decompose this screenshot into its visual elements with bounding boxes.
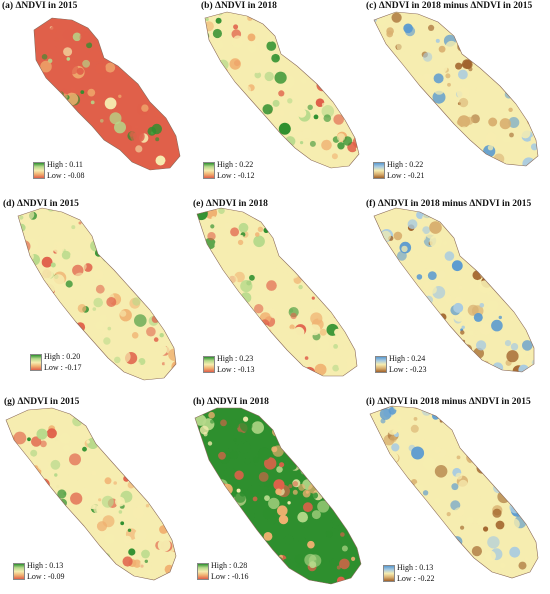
panel-title: (f) ΔNDVI in 2018 minus ΔNDVI in 2015 bbox=[366, 199, 532, 209]
panel-title: (g) ΔNDVI in 2015 bbox=[4, 397, 80, 407]
legend-high: High : 0.13 bbox=[27, 561, 64, 570]
map-texture bbox=[34, 18, 180, 170]
map-b bbox=[204, 11, 360, 169]
map-f bbox=[373, 207, 535, 373]
map-d bbox=[17, 207, 177, 381]
legend-low: Low : -0.09 bbox=[27, 572, 65, 581]
panel-title: (i) ΔNDVI in 2018 minus ΔNDVI in 2015 bbox=[366, 397, 531, 407]
legend-color-bar bbox=[30, 354, 42, 371]
panel-b: (b) ΔNDVI in 2018 High : 0.22 Low : -0.1… bbox=[183, 0, 366, 198]
panel-title: (b) ΔNDVI in 2018 bbox=[201, 1, 277, 11]
region-boundary bbox=[204, 11, 360, 169]
region-boundary bbox=[17, 207, 177, 381]
panel-e: (e) ΔNDVI in 2018 High : 0.23 Low : -0.1… bbox=[183, 198, 366, 396]
panel-title: (a) ΔNDVI in 2015 bbox=[2, 1, 78, 11]
legend-high: High : 0.24 bbox=[389, 354, 426, 363]
panel-g: (g) ΔNDVI in 2015 High : 0.13 Low : -0.0… bbox=[0, 396, 183, 594]
panel-a: (a) ΔNDVI in 2015 High : 0.11 Low : -0.0… bbox=[0, 0, 183, 198]
legend-color-bar bbox=[383, 565, 395, 582]
legend-low: Low : -0.16 bbox=[211, 572, 249, 581]
panel-c: (c) ΔNDVI in 2018 minus ΔNDVI in 2015 Hi… bbox=[366, 0, 549, 198]
map-a bbox=[33, 17, 181, 171]
panel-d: (d) ΔNDVI in 2015 High : 0.20 Low : -0.1… bbox=[0, 198, 183, 396]
region-boundary bbox=[5, 407, 177, 581]
legend-low: Low : -0.12 bbox=[217, 171, 255, 180]
legend-high: High : 0.28 bbox=[211, 561, 248, 570]
legend-color-bar bbox=[197, 563, 209, 580]
legend-color-bar bbox=[375, 356, 387, 373]
panel-i: (i) ΔNDVI in 2018 minus ΔNDVI in 2015 Hi… bbox=[366, 396, 549, 594]
map-g bbox=[5, 407, 177, 581]
map-texture bbox=[18, 208, 176, 380]
legend-high: High : 0.11 bbox=[47, 160, 83, 169]
map-c bbox=[373, 11, 539, 167]
legend-high: High : 0.22 bbox=[387, 160, 424, 169]
legend-color-bar bbox=[13, 563, 25, 580]
map-e bbox=[196, 207, 358, 377]
region-boundary bbox=[194, 407, 362, 585]
legend-low: Low : -0.08 bbox=[47, 171, 85, 180]
panel-title: (c) ΔNDVI in 2018 minus ΔNDVI in 2015 bbox=[366, 1, 533, 11]
legend-color-bar bbox=[373, 162, 385, 179]
region-boundary bbox=[196, 207, 358, 377]
legend-color-bar bbox=[33, 162, 45, 179]
legend-color-bar bbox=[203, 162, 215, 179]
legend-high: High : 0.23 bbox=[217, 354, 254, 363]
panel-h: (h) ΔNDVI in 2018 High : 0.28 Low : -0.1… bbox=[183, 396, 366, 594]
panel-f: (f) ΔNDVI in 2018 minus ΔNDVI in 2015 Hi… bbox=[366, 198, 549, 396]
map-i bbox=[369, 405, 539, 579]
legend-high: High : 0.13 bbox=[397, 563, 434, 572]
legend-low: Low : -0.21 bbox=[387, 171, 425, 180]
region-boundary bbox=[373, 11, 539, 167]
legend-low: Low : -0.13 bbox=[217, 365, 255, 374]
panel-title: (h) ΔNDVI in 2018 bbox=[193, 397, 269, 407]
region-boundary bbox=[369, 405, 539, 579]
region-boundary bbox=[373, 207, 535, 373]
legend-low: Low : -0.22 bbox=[397, 574, 435, 583]
legend-low: Low : -0.23 bbox=[389, 365, 427, 374]
map-h bbox=[194, 407, 362, 585]
legend-color-bar bbox=[203, 356, 215, 373]
legend-high: High : 0.22 bbox=[217, 160, 254, 169]
legend-high: High : 0.20 bbox=[44, 352, 81, 361]
panel-title: (d) ΔNDVI in 2015 bbox=[3, 199, 79, 209]
panel-title: (e) ΔNDVI in 2018 bbox=[193, 199, 268, 209]
legend-low: Low : -0.17 bbox=[44, 363, 82, 372]
region-boundary bbox=[33, 17, 181, 171]
